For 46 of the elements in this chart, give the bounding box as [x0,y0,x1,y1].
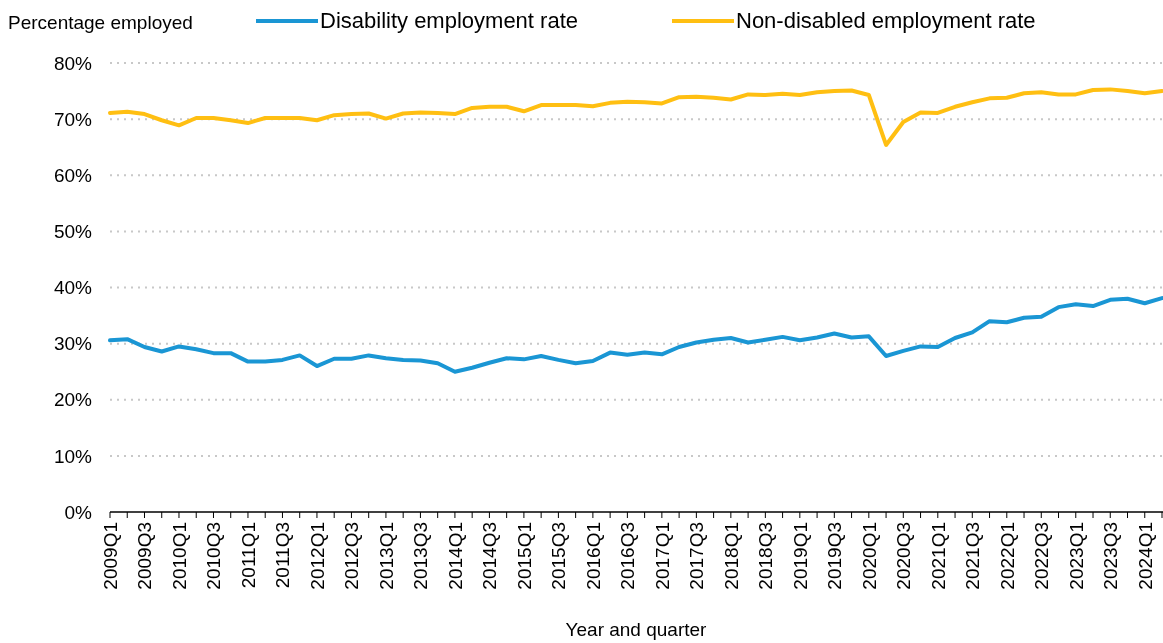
y-tick-label: 50% [53,221,93,243]
y-tick-label: 10% [53,445,93,467]
x-tick-label: 2017Q3 [686,522,708,590]
y-tick-label: 80% [53,52,93,74]
x-tick-label: 2012Q1 [306,522,328,590]
x-tick-label: 2011Q1 [237,522,259,589]
y-tick-label: 30% [53,333,93,355]
x-tick-label: 2009Q1 [100,522,121,590]
x-tick-label: 2014Q1 [444,522,466,590]
x-tick-label: 2021Q3 [962,522,984,590]
x-tick-label: 2015Q3 [548,522,570,590]
x-tick-label: 2011Q3 [272,522,294,589]
x-tick-label: 2020Q3 [893,522,915,590]
x-tick-label: 2022Q1 [996,522,1018,590]
x-tick-label: 2020Q1 [858,522,880,590]
x-tick-label: 2017Q1 [651,522,673,590]
x-tick-label: 2019Q3 [824,522,846,590]
x-tick-label: 2010Q1 [168,522,190,590]
x-tick-label: 2019Q1 [789,522,811,590]
x-tick-label: 2013Q3 [410,522,432,590]
x-tick-label: 2023Q1 [1065,522,1087,590]
line-series [108,296,1163,374]
legend-label: Non-disabled employment rate [736,8,1036,33]
x-tick-label: 2009Q3 [134,522,156,590]
x-tick-label: 2013Q1 [375,522,397,590]
x-tick-label: 2018Q1 [720,522,742,590]
x-axis-title: Year and quarter [565,619,708,640]
x-tick-label: 2010Q3 [203,522,225,590]
line-series [108,87,1163,147]
x-tick-label: 2021Q1 [927,522,949,590]
x-tick-label: 2015Q1 [513,522,535,590]
x-tick-label: 2014Q3 [479,522,501,590]
y-tick-label: 40% [53,277,93,299]
x-tick-label: 2016Q1 [582,522,604,590]
x-tick-label: 2018Q3 [755,522,777,590]
y-axis-title: Percentage employed [8,12,193,33]
x-tick-label: 2012Q3 [341,522,363,590]
legend-label: Disability employment rate [320,8,578,33]
y-tick-label: 70% [53,108,93,130]
y-tick-label: 20% [53,389,93,411]
x-tick-label: 2016Q3 [617,522,639,590]
x-tick-label: 2024Q1 [1134,522,1156,590]
y-tick-label: 60% [53,164,93,186]
x-tick-label: 2023Q3 [1100,522,1122,590]
x-tick-label: 2022Q3 [1031,522,1053,590]
y-tick-label: 0% [64,501,93,523]
